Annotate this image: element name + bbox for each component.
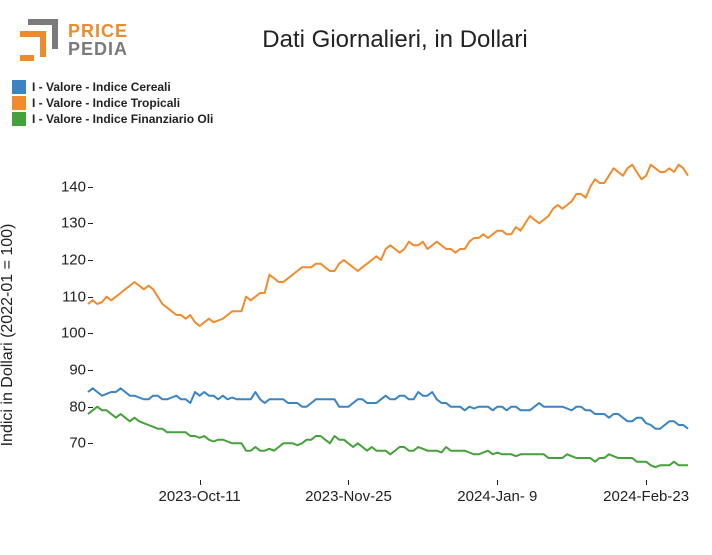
y-tick-label: 100 (48, 325, 86, 342)
y-tick-mark (88, 333, 93, 334)
logo-mark-icon (20, 19, 62, 61)
y-tick-mark (88, 260, 93, 261)
x-tick-mark (497, 480, 498, 485)
y-tick-label: 90 (48, 362, 86, 379)
series-cereali (88, 388, 688, 428)
y-ticks: 70 80 90 100 110 120 130 140 (48, 150, 86, 480)
x-ticks: 2023-Oct-11 2023-Nov-25 2024-Jan- 9 2024-Fe… (88, 480, 688, 520)
series-oli (88, 407, 688, 468)
logo-text-top: PRICE (68, 22, 128, 40)
legend-item: I - Valore - Indice Tropicali (12, 96, 213, 110)
series-lines (88, 150, 688, 480)
plot-area (88, 150, 688, 480)
y-tick-mark (88, 443, 93, 444)
legend-label: I - Valore - Indice Tropicali (32, 96, 180, 110)
x-tick-mark (348, 480, 349, 485)
y-tick-label: 120 (48, 252, 86, 269)
y-tick-label: 70 (48, 435, 86, 452)
x-tick-label: 2024-Jan- 9 (457, 488, 537, 505)
logo-text-bottom: PEDIA (68, 40, 128, 58)
logo-text: PRICE PEDIA (68, 22, 128, 58)
y-tick-mark (88, 370, 93, 371)
y-tick-label: 130 (48, 215, 86, 232)
series-tropicali (88, 165, 688, 326)
y-axis-label: Indici in Dollari (2022-01 = 100) (0, 224, 17, 447)
legend-swatch (12, 80, 26, 94)
legend-swatch (12, 112, 26, 126)
y-tick-mark (88, 407, 93, 408)
x-tick-mark (646, 480, 647, 485)
legend: I - Valore - Indice Cereali I - Valore - … (12, 80, 213, 128)
legend-label: I - Valore - Indice Finanziario Oli (32, 112, 213, 126)
y-tick-mark (88, 187, 93, 188)
chart: Indici in Dollari (2022-01 = 100) 708090… (18, 150, 698, 520)
y-tick-mark (88, 223, 93, 224)
y-tick-label: 80 (48, 398, 86, 415)
legend-item: I - Valore - Indice Cereali (12, 80, 213, 94)
y-tick-mark (88, 297, 93, 298)
x-tick-label: 2023-Oct-11 (158, 488, 240, 505)
header: PRICE PEDIA Dati Giornalieri, in Dollari (20, 10, 692, 70)
x-tick-label: 2023-Nov-25 (305, 488, 392, 505)
x-tick-label: 2024-Feb-23 (603, 488, 689, 505)
legend-item: I - Valore - Indice Finanziario Oli (12, 112, 213, 126)
y-tick-label: 140 (48, 178, 86, 195)
chart-title: Dati Giornalieri, in Dollari (128, 26, 692, 54)
y-tick-label: 110 (48, 288, 86, 305)
logo: PRICE PEDIA (20, 19, 128, 61)
x-tick-mark (200, 480, 201, 485)
legend-label: I - Valore - Indice Cereali (32, 80, 171, 94)
legend-swatch (12, 96, 26, 110)
